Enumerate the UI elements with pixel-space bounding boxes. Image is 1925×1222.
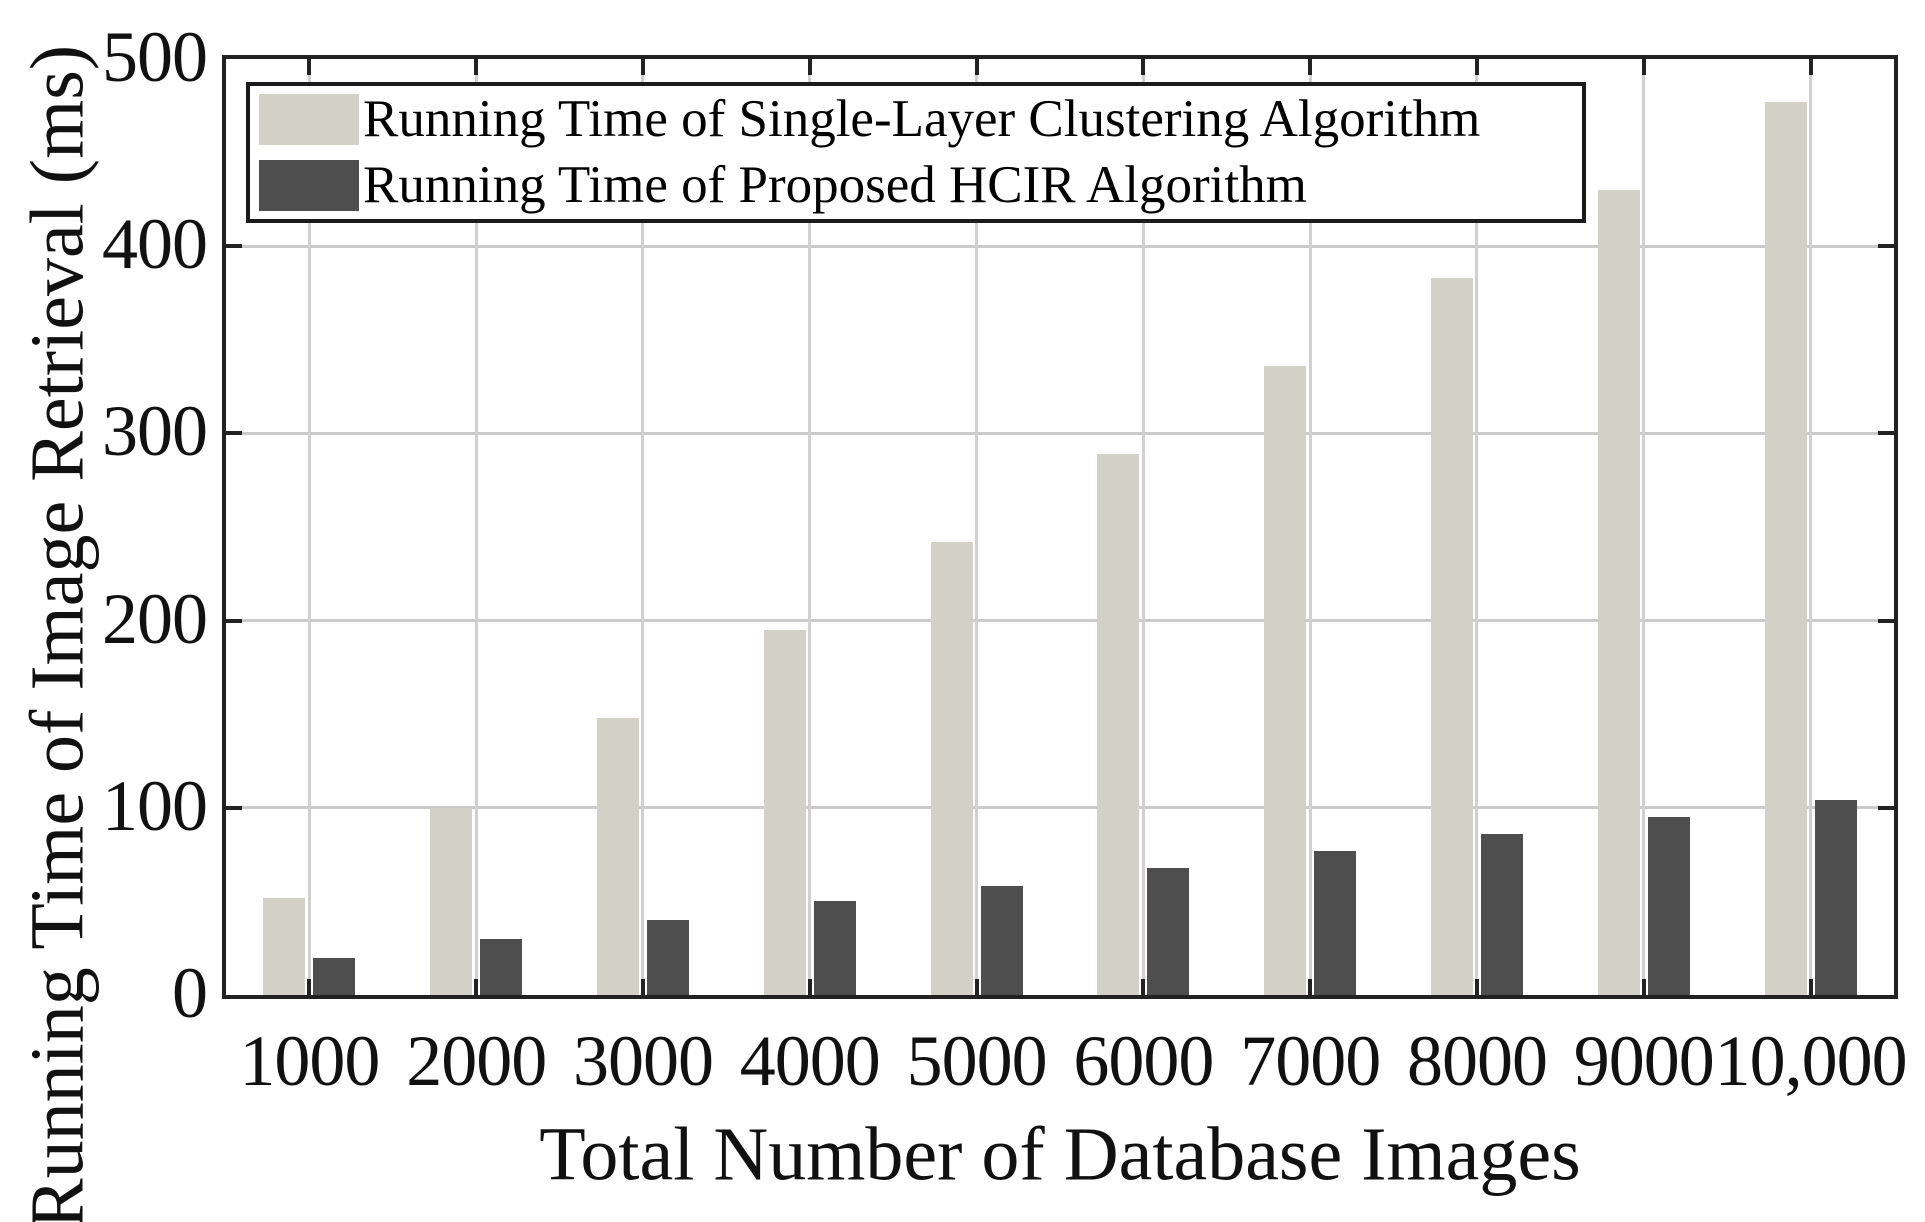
legend-row: Running Time of Proposed HCIR Algorithm bbox=[259, 153, 1582, 219]
x-tick-bottom bbox=[807, 979, 812, 995]
category-cell bbox=[1060, 59, 1227, 995]
legend-swatch-single-layer bbox=[259, 94, 359, 145]
bar-single-layer-clustering bbox=[1597, 190, 1640, 995]
h-gridline bbox=[226, 619, 1894, 623]
bar-single-layer-clustering bbox=[763, 629, 806, 995]
x-tick-label: 2000 bbox=[406, 1021, 547, 1101]
x-tick-top bbox=[1141, 59, 1146, 75]
x-tick-top bbox=[1641, 59, 1646, 75]
legend-label-single-layer: Running Time of Single-Layer Clustering … bbox=[363, 90, 1481, 148]
x-tick-bottom bbox=[307, 979, 312, 995]
x-tick-top bbox=[1308, 59, 1313, 75]
x-tick-bottom bbox=[640, 979, 645, 995]
bar-single-layer-clustering bbox=[1764, 102, 1807, 995]
bar-single-layer-clustering bbox=[930, 541, 973, 995]
category-cell bbox=[560, 59, 727, 995]
bar-proposed-hcir bbox=[980, 886, 1023, 995]
x-tick-top bbox=[1474, 59, 1479, 75]
x-tick-top bbox=[974, 59, 979, 75]
y-tick-label: 300 bbox=[102, 391, 208, 472]
bar-single-layer-clustering bbox=[1264, 366, 1307, 995]
x-tick-label: 7000 bbox=[1240, 1021, 1381, 1101]
x-tick-label: 5000 bbox=[906, 1021, 1048, 1101]
bar-proposed-hcir bbox=[1147, 867, 1190, 995]
category-cell bbox=[226, 59, 393, 995]
bar-single-layer-clustering bbox=[1430, 278, 1473, 995]
bar-single-layer-clustering bbox=[1097, 454, 1140, 995]
x-tick-top bbox=[1808, 59, 1813, 75]
y-tick-left bbox=[226, 431, 242, 436]
x-tick-label: 8000 bbox=[1407, 1021, 1548, 1101]
v-gridline bbox=[641, 59, 645, 995]
h-gridline bbox=[226, 244, 1894, 248]
x-tick-top bbox=[307, 59, 312, 75]
legend: Running Time of Single-Layer Clustering … bbox=[246, 82, 1586, 223]
x-tick-bottom bbox=[1141, 979, 1146, 995]
y-tick-right bbox=[1878, 805, 1894, 810]
category-cell bbox=[726, 59, 893, 995]
x-tick-bottom bbox=[974, 979, 979, 995]
category-cell bbox=[1227, 59, 1394, 995]
x-tick-label: 3000 bbox=[573, 1021, 714, 1101]
bar-single-layer-clustering bbox=[430, 807, 473, 995]
v-gridline bbox=[1642, 59, 1646, 995]
x-tick-label: 9000 bbox=[1573, 1021, 1715, 1101]
x-tick-label: 10,000 bbox=[1714, 1021, 1908, 1101]
bar-proposed-hcir bbox=[1480, 834, 1523, 995]
bar-proposed-hcir bbox=[813, 901, 856, 995]
x-tick-label: 4000 bbox=[739, 1021, 881, 1101]
legend-swatch-hcir bbox=[259, 160, 359, 211]
x-tick-top bbox=[807, 59, 812, 75]
category-cell bbox=[893, 59, 1060, 995]
x-tick-label: 6000 bbox=[1073, 1021, 1214, 1101]
y-tick-label: 0 bbox=[172, 953, 208, 1033]
x-tick-top bbox=[474, 59, 479, 75]
x-tick-bottom bbox=[474, 979, 479, 995]
x-axis-title: Total Number of Database Images bbox=[539, 1112, 1581, 1197]
v-gridline bbox=[1809, 59, 1813, 995]
category-cell bbox=[1727, 59, 1894, 995]
v-gridline bbox=[1475, 59, 1479, 995]
v-gridline bbox=[474, 59, 478, 995]
y-tick-label: 500 bbox=[102, 17, 208, 97]
bar-proposed-hcir bbox=[646, 920, 689, 995]
v-gridline bbox=[1141, 59, 1145, 995]
bar-proposed-hcir bbox=[1814, 800, 1857, 995]
h-gridline bbox=[226, 806, 1894, 810]
y-tick-left bbox=[226, 244, 242, 249]
category-cell bbox=[393, 59, 560, 995]
plot-area bbox=[226, 59, 1894, 995]
bar-proposed-hcir bbox=[1647, 817, 1690, 995]
x-tick-bottom bbox=[1308, 979, 1313, 995]
x-tick-bottom bbox=[1474, 979, 1479, 995]
x-tick-bottom bbox=[1641, 979, 1646, 995]
category-cell bbox=[1394, 59, 1561, 995]
x-tick-label: 1000 bbox=[239, 1021, 380, 1101]
bar-proposed-hcir bbox=[313, 957, 356, 995]
v-gridline bbox=[1308, 59, 1312, 995]
category-cell bbox=[1560, 59, 1727, 995]
v-gridline bbox=[307, 59, 311, 995]
h-gridline bbox=[226, 431, 1894, 435]
v-gridline bbox=[975, 59, 979, 995]
bar-proposed-hcir bbox=[1314, 850, 1357, 995]
v-gridline bbox=[808, 59, 812, 995]
bar-single-layer-clustering bbox=[263, 897, 306, 995]
y-tick-left bbox=[226, 618, 242, 623]
bar-single-layer-clustering bbox=[596, 717, 639, 995]
x-tick-top bbox=[640, 59, 645, 75]
y-tick-right bbox=[1878, 431, 1894, 436]
y-tick-label: 400 bbox=[102, 204, 208, 285]
y-tick-left bbox=[226, 805, 242, 810]
y-tick-right bbox=[1878, 244, 1894, 249]
y-tick-right bbox=[1878, 618, 1894, 623]
y-tick-label: 100 bbox=[102, 765, 208, 846]
legend-row: Running Time of Single-Layer Clustering … bbox=[259, 87, 1582, 153]
y-tick-label: 200 bbox=[102, 578, 208, 659]
x-tick-bottom bbox=[1808, 979, 1813, 995]
legend-label-hcir: Running Time of Proposed HCIR Algorithm bbox=[363, 156, 1307, 214]
bar-proposed-hcir bbox=[480, 938, 523, 995]
